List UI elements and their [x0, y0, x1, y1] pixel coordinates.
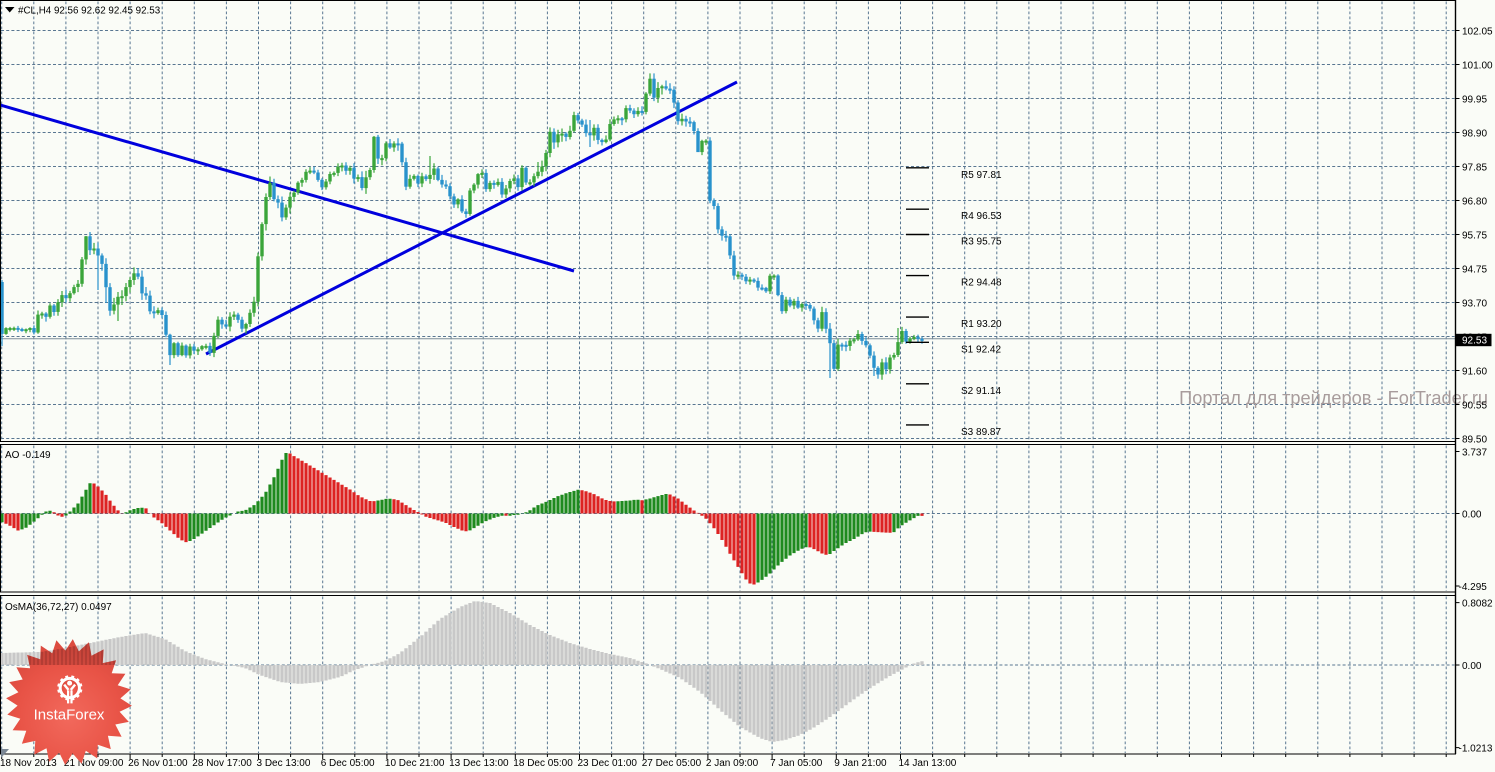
- svg-text:R3 95.75: R3 95.75: [961, 237, 1002, 248]
- svg-text:21 Nov 09:00: 21 Nov 09:00: [64, 758, 124, 769]
- svg-text:13 Dec 13:00: 13 Dec 13:00: [449, 758, 509, 769]
- svg-text:89.50: 89.50: [1462, 434, 1487, 445]
- svg-text:0.00: 0.00: [1462, 661, 1482, 672]
- svg-text:3.737: 3.737: [1462, 447, 1487, 458]
- svg-text:91.60: 91.60: [1462, 366, 1487, 377]
- svg-text:S1 92.42: S1 92.42: [961, 344, 1001, 355]
- svg-text:101.00: 101.00: [1462, 60, 1493, 71]
- svg-text:93.70: 93.70: [1462, 298, 1487, 309]
- svg-text:90.55: 90.55: [1462, 400, 1487, 411]
- svg-text:OsMA(36,72,27) 0.0497: OsMA(36,72,27) 0.0497: [5, 602, 112, 613]
- svg-text:S3 89.87: S3 89.87: [961, 427, 1001, 438]
- svg-text:Портал для трейдеров - ForTrad: Портал для трейдеров - ForTrader.ru: [1179, 388, 1488, 408]
- svg-text:6 Dec 05:00: 6 Dec 05:00: [321, 758, 375, 769]
- svg-text:-1.0213: -1.0213: [1459, 743, 1493, 754]
- svg-text:0.8082: 0.8082: [1462, 598, 1493, 609]
- svg-text:27 Dec 05:00: 27 Dec 05:00: [642, 758, 702, 769]
- svg-text:26 Nov 01:00: 26 Nov 01:00: [128, 758, 188, 769]
- svg-text:0.00: 0.00: [1462, 509, 1482, 520]
- svg-text:28 Nov 17:00: 28 Nov 17:00: [192, 758, 252, 769]
- svg-text:R1 93.20: R1 93.20: [961, 319, 1002, 330]
- svg-text:InstaForex: InstaForex: [34, 707, 105, 724]
- svg-text:#CL,H4 92.56 92.62 92.45 92.5: #CL,H4 92.56 92.62 92.45 92.53: [18, 6, 161, 17]
- svg-text:S2 91.14: S2 91.14: [961, 386, 1001, 397]
- svg-text:R2 94.48: R2 94.48: [961, 278, 1002, 289]
- svg-text:R4 96.53: R4 96.53: [961, 211, 1002, 222]
- svg-text:18 Dec 05:00: 18 Dec 05:00: [513, 758, 573, 769]
- svg-text:AO -0.149: AO -0.149: [5, 450, 51, 461]
- svg-text:96.80: 96.80: [1462, 196, 1487, 207]
- svg-text:94.75: 94.75: [1462, 264, 1487, 275]
- svg-text:9 Jan 21:00: 9 Jan 21:00: [834, 758, 887, 769]
- svg-text:R5 97.81: R5 97.81: [961, 170, 1002, 181]
- svg-text:10 Dec 21:00: 10 Dec 21:00: [385, 758, 445, 769]
- svg-text:-4.295: -4.295: [1459, 582, 1488, 593]
- svg-text:102.05: 102.05: [1462, 26, 1493, 37]
- svg-text:7 Jan 05:00: 7 Jan 05:00: [770, 758, 823, 769]
- svg-text:14 Jan 13:00: 14 Jan 13:00: [899, 758, 957, 769]
- svg-text:23 Dec 01:00: 23 Dec 01:00: [578, 758, 638, 769]
- svg-text:98.90: 98.90: [1462, 128, 1487, 139]
- svg-text:2 Jan 09:00: 2 Jan 09:00: [706, 758, 759, 769]
- svg-text:3 Dec 13:00: 3 Dec 13:00: [257, 758, 311, 769]
- svg-text:95.75: 95.75: [1462, 230, 1487, 241]
- svg-text:97.85: 97.85: [1462, 162, 1487, 173]
- svg-text:92.53: 92.53: [1462, 335, 1487, 346]
- svg-text:99.95: 99.95: [1462, 94, 1487, 105]
- svg-text:18 Nov 2013: 18 Nov 2013: [0, 758, 57, 769]
